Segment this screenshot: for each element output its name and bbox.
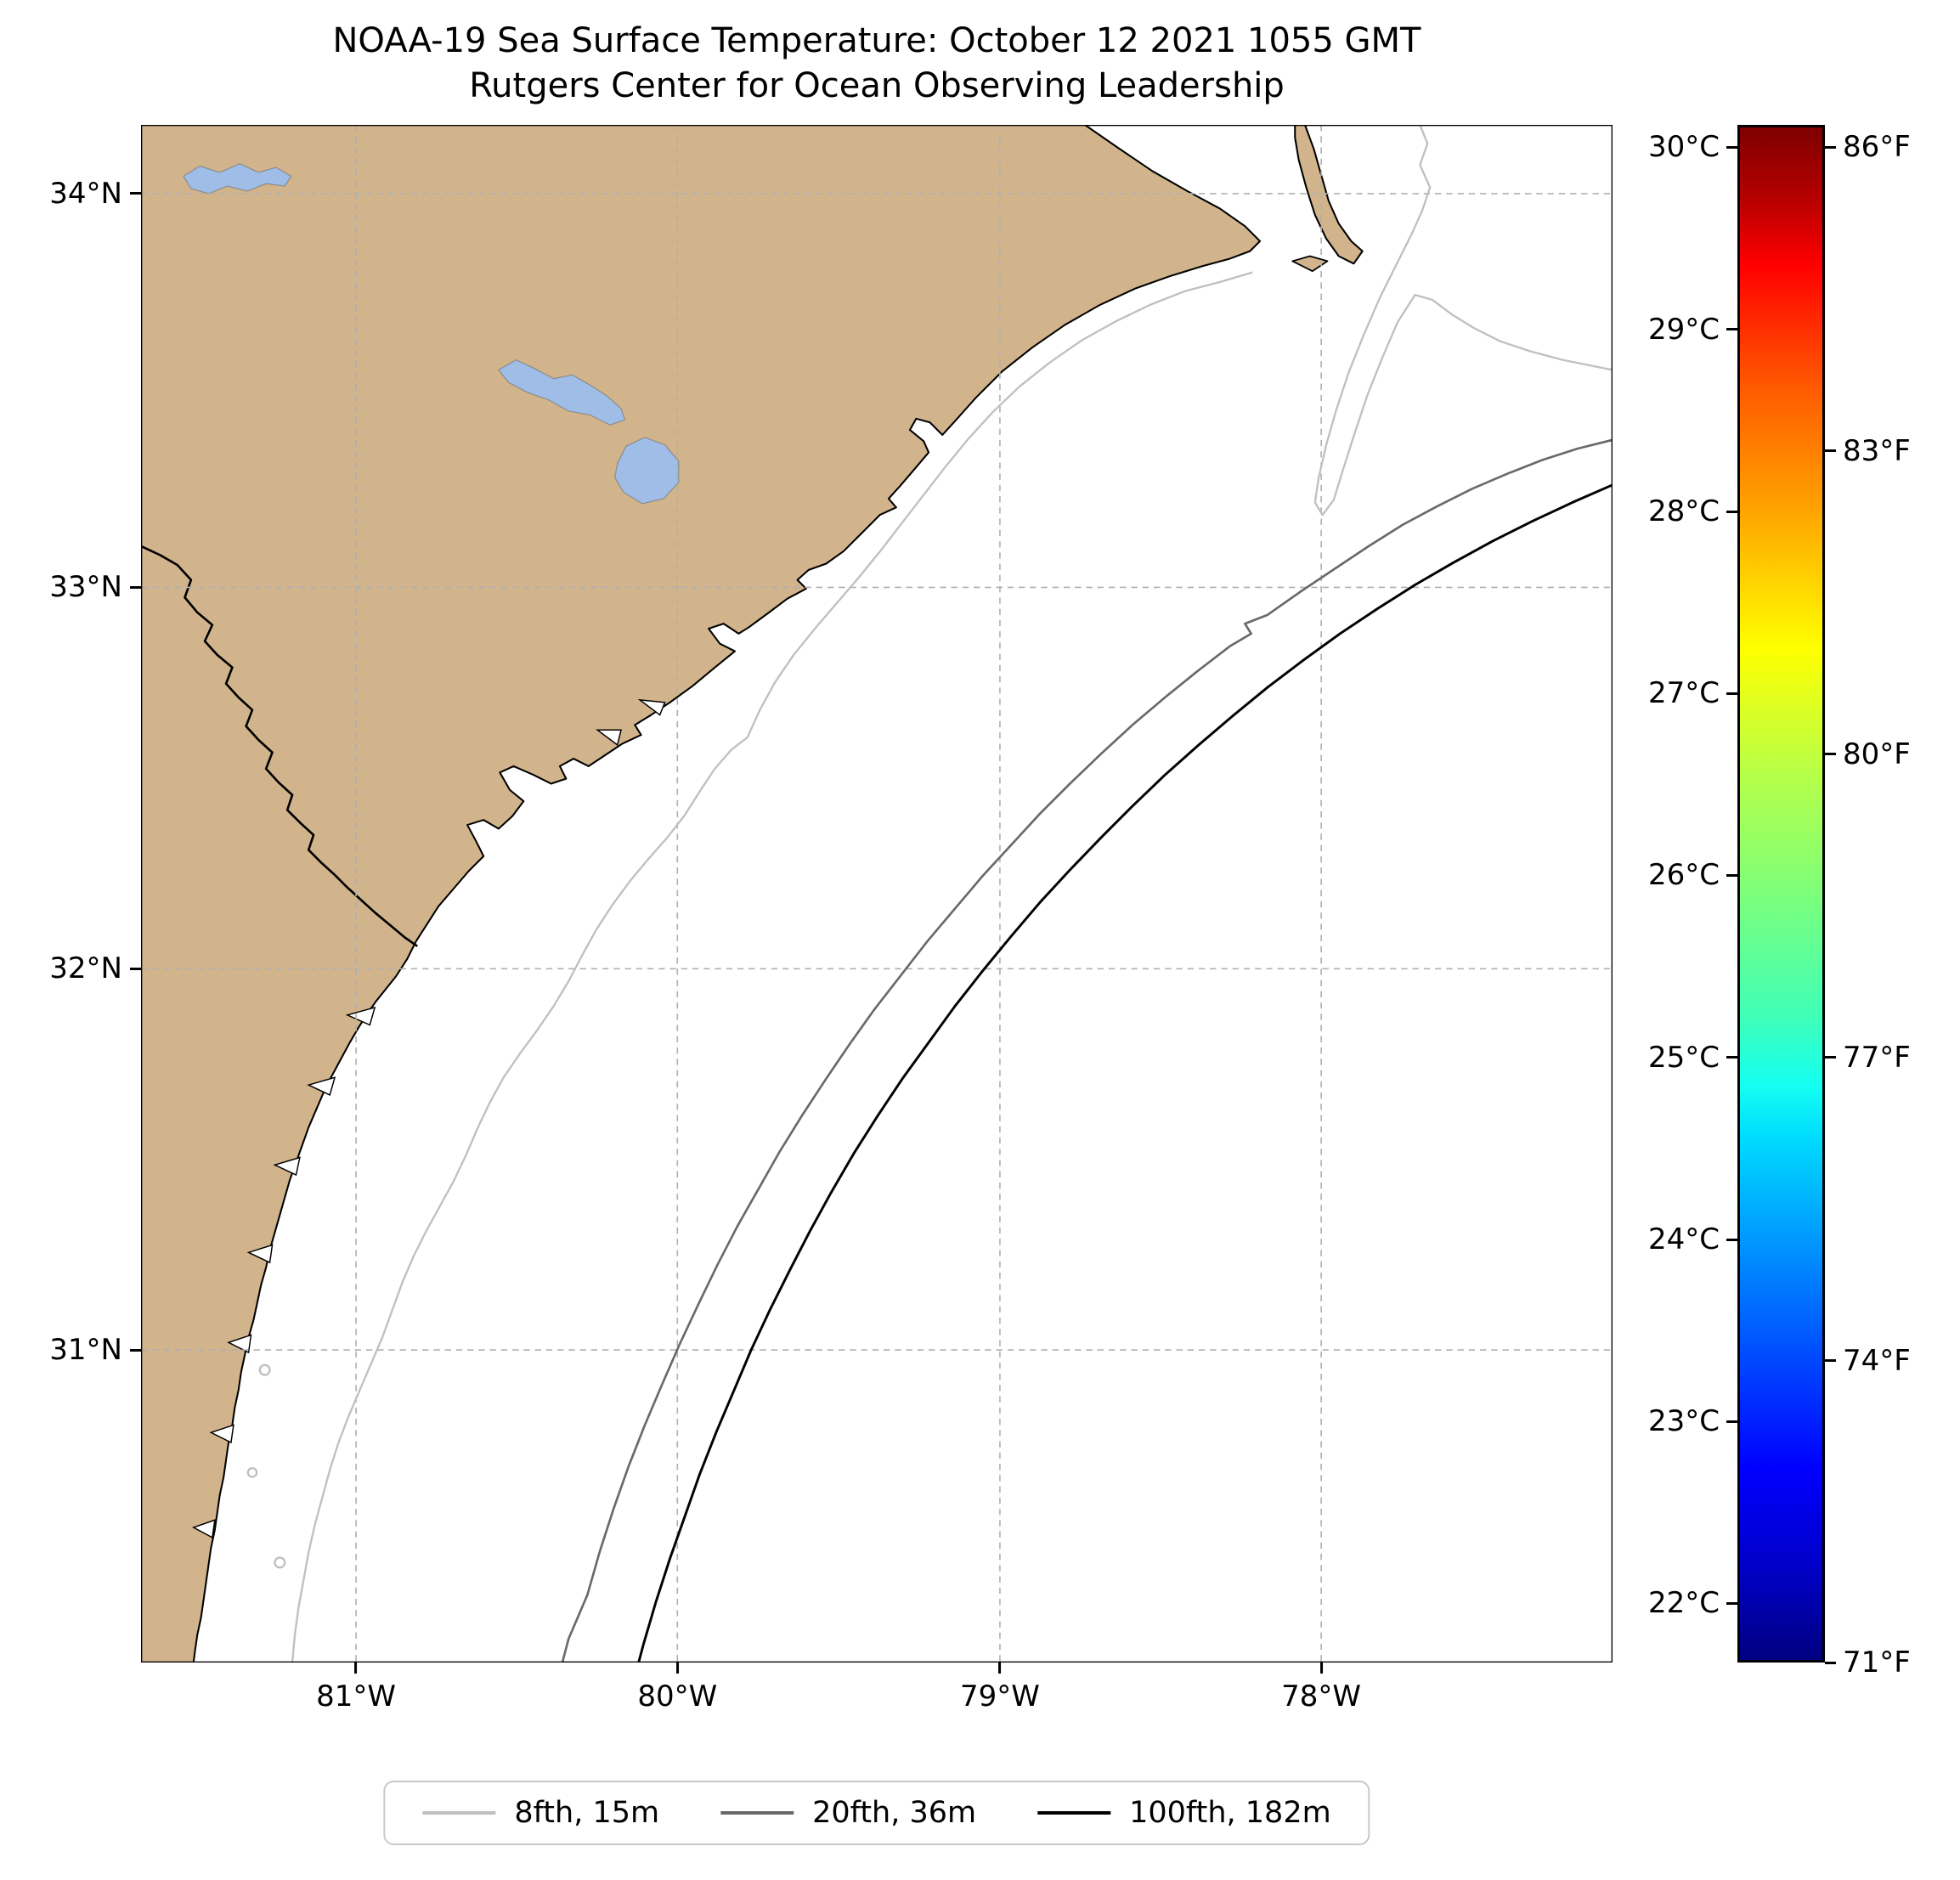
tick-mark (675, 1663, 679, 1674)
colorbar-tick-celsius: 28°C (1648, 494, 1737, 528)
fahrenheit-label: 74°F (1843, 1343, 1911, 1378)
fahrenheit-label: 83°F (1843, 433, 1911, 468)
coastal-inlets (191, 698, 666, 1538)
celsius-label: 30°C (1647, 130, 1720, 165)
tick-mark (1726, 1238, 1737, 1241)
tick-mark (1825, 145, 1836, 149)
celsius-label: 24°C (1647, 1222, 1720, 1257)
fahrenheit-label: 86°F (1843, 130, 1911, 165)
colorbar-tick-celsius: 27°C (1648, 676, 1737, 710)
contour-20fth-36m (561, 438, 1613, 1663)
y-axis-tick: 32°N (49, 951, 141, 985)
tick-mark (354, 1663, 358, 1674)
cape-fear-peninsula (1294, 125, 1364, 265)
colorbar-tick-fahrenheit: 71°F (1825, 1646, 1911, 1680)
land-mainland (141, 125, 1262, 1663)
tick-mark (130, 1348, 141, 1352)
contour-100fth-182m (637, 483, 1613, 1663)
y-tick-label: 33°N (49, 570, 122, 605)
legend-item-8fth: 8fth, 15m (422, 1796, 659, 1830)
colorbar-tick-fahrenheit: 86°F (1825, 130, 1911, 164)
celsius-label: 23°C (1647, 1404, 1720, 1439)
celsius-label: 26°C (1647, 858, 1720, 893)
colorbar-tick-celsius: 25°C (1648, 1041, 1737, 1075)
colorbar-gradient (1737, 125, 1825, 1663)
x-tick-label: 79°W (960, 1680, 1040, 1713)
celsius-label: 22°C (1647, 1586, 1720, 1621)
tick-mark (998, 1663, 1002, 1674)
colorbar-tick-celsius: 22°C (1648, 1586, 1737, 1620)
lake (497, 358, 626, 426)
cape-island (1291, 255, 1329, 273)
tick-mark (1726, 145, 1737, 149)
tick-mark (1825, 449, 1836, 453)
celsius-label: 27°C (1647, 676, 1720, 711)
y-tick-label: 34°N (49, 176, 122, 211)
colorbar-tick-celsius: 26°C (1648, 858, 1737, 892)
legend-label-8fth: 8fth, 15m (514, 1796, 660, 1830)
legend-label-100fth: 100fth, 182m (1129, 1796, 1331, 1830)
sst-map (141, 125, 1613, 1663)
tick-mark (130, 192, 141, 195)
tick-mark (1726, 873, 1737, 877)
legend-item-20fth: 20fth, 36m (720, 1796, 976, 1830)
colorbar-tick-celsius: 23°C (1648, 1404, 1737, 1438)
fahrenheit-label: 80°F (1843, 737, 1911, 771)
colorbar-tick-celsius: 29°C (1648, 313, 1737, 347)
y-axis-tick: 31°N (49, 1333, 141, 1367)
legend-line-8fth (422, 1811, 496, 1815)
lake (183, 162, 292, 195)
celsius-label: 25°C (1647, 1040, 1720, 1075)
title-line-1: NOAA-19 Sea Surface Temperature: October… (332, 21, 1421, 60)
legend-item-100fth: 100fth, 182m (1037, 1796, 1331, 1830)
tick-mark (1825, 753, 1836, 756)
x-tick-label: 78°W (1281, 1680, 1362, 1713)
colorbar-panel: 30°C 29°C 28°C 27°C 26°C 25°C 24°C 23°C (1648, 125, 1911, 1680)
contour-8fth-15m (246, 125, 1613, 1663)
legend-label-20fth: 20fth, 36m (812, 1796, 977, 1830)
figure-title: NOAA-19 Sea Surface Temperature: October… (141, 19, 1613, 109)
fahrenheit-label: 71°F (1843, 1646, 1911, 1680)
x-axis-tick: 81°W (316, 1663, 396, 1713)
colorbar-tick-celsius: 24°C (1648, 1222, 1737, 1256)
x-axis-tick: 79°W (960, 1663, 1040, 1713)
colorbar-tick-fahrenheit: 80°F (1825, 737, 1911, 771)
x-axis-tick: 78°W (1281, 1663, 1361, 1713)
colorbar-tick-fahrenheit: 74°F (1825, 1344, 1911, 1378)
fahrenheit-label: 77°F (1843, 1040, 1911, 1075)
tick-mark (130, 585, 141, 589)
y-axis-tick: 33°N (49, 570, 141, 604)
y-tick-label: 32°N (49, 951, 122, 986)
celsius-label: 28°C (1647, 494, 1720, 529)
tick-mark (1825, 1661, 1836, 1664)
colorbar-tick-fahrenheit: 77°F (1825, 1041, 1911, 1075)
gridlines (141, 125, 1613, 1663)
x-tick-label: 80°W (637, 1680, 718, 1713)
tick-mark (1726, 510, 1737, 513)
tick-mark (1726, 1601, 1737, 1605)
celsius-label: 29°C (1647, 312, 1720, 347)
tick-mark (1319, 1663, 1323, 1674)
y-axis-tick: 34°N (49, 177, 141, 211)
y-tick-label: 31°N (49, 1333, 122, 1368)
colorbar-tick-celsius: 30°C (1648, 130, 1737, 164)
tick-mark (1726, 692, 1737, 695)
title-line-2: Rutgers Center for Ocean Observing Leade… (469, 65, 1285, 105)
tick-mark (130, 967, 141, 970)
tick-mark (1726, 1420, 1737, 1423)
colorbar-tick-fahrenheit: 83°F (1825, 434, 1911, 468)
tick-mark (1825, 1359, 1836, 1363)
legend: 8fth, 15m 20fth, 36m 100fth, 182m (383, 1781, 1370, 1845)
lake (614, 437, 680, 505)
legend-line-100fth (1037, 1811, 1111, 1815)
legend-line-20fth (720, 1811, 794, 1815)
map-panel: 34°N 33°N 32°N 31°N 81°W 80°W 79°W (49, 125, 1613, 1713)
tick-mark (1726, 1056, 1737, 1059)
x-axis-tick: 80°W (637, 1663, 717, 1713)
river (141, 545, 418, 947)
tick-mark (1825, 1056, 1836, 1059)
x-tick-label: 81°W (316, 1680, 396, 1713)
tick-mark (1726, 328, 1737, 331)
